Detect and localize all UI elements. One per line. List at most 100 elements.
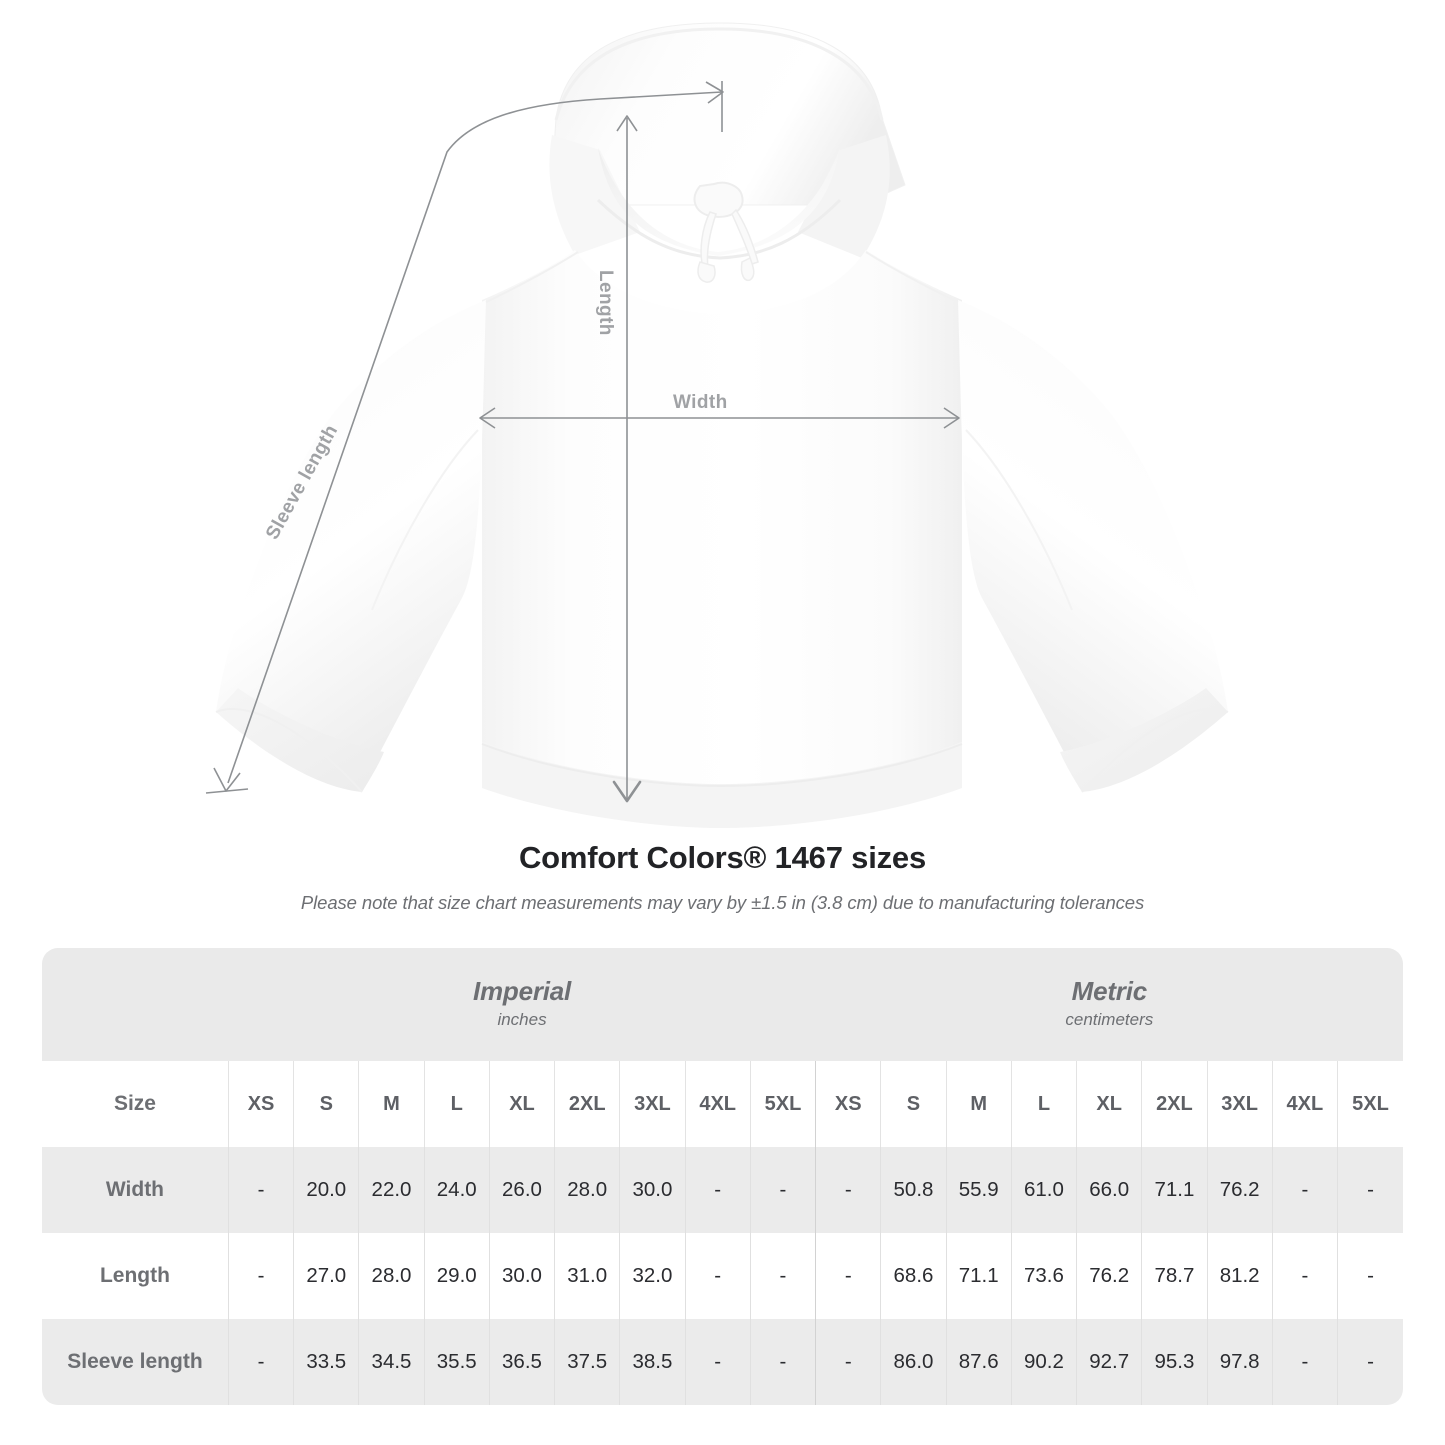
cell-imperial-length-2xl: 31.0: [554, 1233, 620, 1319]
cell-imperial-sleeve-length-3xl: 38.5: [619, 1319, 686, 1405]
cell-metric-sleeve-length-4xl: -: [1271, 1319, 1338, 1405]
cell-metric-width-4xl: -: [1271, 1147, 1338, 1233]
size-column-header-metric-4xl: 4XL: [1271, 1061, 1338, 1147]
unit-group-name: Imperial: [472, 975, 572, 1006]
row-label-sleeve-length: Sleeve length: [42, 1319, 229, 1405]
row-label-width: Width: [42, 1147, 229, 1233]
size-column-header-metric-2xl: 2XL: [1141, 1061, 1208, 1147]
cell-imperial-sleeve-length-2xl: 37.5: [554, 1319, 620, 1405]
cell-metric-width-xs: -: [815, 1147, 881, 1233]
length-label: Length: [595, 270, 616, 336]
cell-imperial-width-m: 22.0: [358, 1147, 425, 1233]
cell-imperial-length-xs: -: [227, 1233, 294, 1319]
unit-group-sub: inches: [497, 1010, 547, 1030]
cell-imperial-width-5xl: -: [749, 1147, 816, 1233]
cell-metric-width-xl: 66.0: [1076, 1147, 1142, 1233]
cell-metric-length-xs: -: [815, 1233, 881, 1319]
cell-metric-width-2xl: 71.1: [1141, 1147, 1208, 1233]
cell-imperial-width-2xl: 28.0: [554, 1147, 620, 1233]
cell-imperial-sleeve-length-xl: 36.5: [488, 1319, 555, 1405]
table-row: Width -20.0 22.0 24.0 26.0 28.0 30.0- - -50.8 55.…: [42, 1147, 1403, 1233]
cell-metric-length-xl: 76.2: [1076, 1233, 1142, 1319]
unit-band-spacer: [42, 948, 229, 1061]
size-column-header-metric-xs: XS: [815, 1061, 881, 1147]
table-row: Length -27.0 28.0 29.0 30.0 31.0 32.0- - -68.6 71…: [42, 1233, 1403, 1319]
cell-imperial-sleeve-length-xs: -: [227, 1319, 294, 1405]
cell-metric-length-4xl: -: [1271, 1233, 1338, 1319]
cell-imperial-length-l: 29.0: [423, 1233, 490, 1319]
size-column-header-metric-3xl: 3XL: [1206, 1061, 1273, 1147]
unit-group-sub: centimeters: [1065, 1010, 1154, 1030]
cell-imperial-width-s: 20.0: [293, 1147, 359, 1233]
unit-group-imperial: Imperial inches: [228, 948, 816, 1061]
table-row: Sleeve length -33.5 34.5 35.5 36.5 37.5 38.5- -…: [42, 1319, 1403, 1405]
cell-metric-length-2xl: 78.7: [1141, 1233, 1208, 1319]
cell-imperial-sleeve-length-l: 35.5: [423, 1319, 490, 1405]
cell-metric-length-3xl: 81.2: [1206, 1233, 1273, 1319]
cell-imperial-width-4xl: -: [684, 1147, 751, 1233]
cell-metric-sleeve-length-xl: 92.7: [1076, 1319, 1142, 1405]
size-column-header-imperial-4xl: 4XL: [684, 1061, 751, 1147]
size-header-label: Size: [42, 1061, 229, 1147]
unit-band-row: Imperial inches Metric centimeters: [42, 948, 1403, 1061]
size-column-header-metric-s: S: [880, 1061, 947, 1147]
length-measure-line: [612, 115, 642, 803]
size-column-header-imperial-xl: XL: [488, 1061, 555, 1147]
cell-imperial-length-s: 27.0: [293, 1233, 359, 1319]
cell-imperial-sleeve-length-4xl: -: [684, 1319, 751, 1405]
cell-imperial-length-5xl: -: [749, 1233, 816, 1319]
size-column-header-imperial-xs: XS: [227, 1061, 294, 1147]
width-label: Width: [673, 392, 728, 413]
sleeve-measure-line: [205, 81, 724, 794]
width-measure-line: [479, 407, 960, 429]
size-column-header-metric-xl: XL: [1076, 1061, 1142, 1147]
cell-imperial-length-4xl: -: [684, 1233, 751, 1319]
drawstring: [693, 181, 759, 283]
size-column-header-imperial-3xl: 3XL: [619, 1061, 686, 1147]
cell-imperial-sleeve-length-s: 33.5: [293, 1319, 359, 1405]
row-label-length: Length: [42, 1233, 229, 1319]
cell-metric-sleeve-length-s: 86.0: [880, 1319, 947, 1405]
cell-imperial-width-xs: -: [227, 1147, 294, 1233]
cell-metric-length-l: 73.6: [1010, 1233, 1077, 1319]
size-header-row: Size XS S M L XL 2XL 3XL 4XL 5XL XS S M L XL 2XL 3XL 4XL 5…: [42, 1061, 1403, 1147]
tolerance-note: Please note that size chart measurements…: [300, 892, 1145, 913]
cell-imperial-width-3xl: 30.0: [619, 1147, 686, 1233]
cell-metric-sleeve-length-3xl: 97.8: [1206, 1319, 1273, 1405]
cell-imperial-width-l: 24.0: [423, 1147, 490, 1233]
size-column-header-metric-m: M: [945, 1061, 1012, 1147]
unit-group-metric: Metric centimeters: [815, 948, 1403, 1061]
cell-metric-sleeve-length-5xl: -: [1337, 1319, 1403, 1405]
hoodie-drawing: [205, 22, 1229, 828]
cell-metric-width-5xl: -: [1337, 1147, 1403, 1233]
page-title: Comfort Colors® 1467 sizes: [519, 840, 926, 875]
cell-metric-sleeve-length-xs: -: [815, 1319, 881, 1405]
cell-metric-width-l: 61.0: [1010, 1147, 1077, 1233]
caption-block: Comfort Colors® 1467 sizes Please note t…: [0, 840, 1445, 914]
size-column-header-imperial-m: M: [358, 1061, 425, 1147]
size-chart-table: Imperial inches Metric centimeters Size XS S M L…: [42, 948, 1403, 1405]
size-column-header-imperial-l: L: [423, 1061, 490, 1147]
cell-metric-sleeve-length-m: 87.6: [945, 1319, 1012, 1405]
cell-metric-length-5xl: -: [1337, 1233, 1403, 1319]
size-column-header-imperial-2xl: 2XL: [554, 1061, 620, 1147]
cell-metric-sleeve-length-l: 90.2: [1010, 1319, 1077, 1405]
cell-metric-width-3xl: 76.2: [1206, 1147, 1273, 1233]
cell-imperial-sleeve-length-5xl: -: [749, 1319, 816, 1405]
measurement-lines: [205, 81, 960, 803]
size-column-header-imperial-s: S: [293, 1061, 359, 1147]
cell-metric-width-m: 55.9: [945, 1147, 1012, 1233]
cell-imperial-width-xl: 26.0: [488, 1147, 555, 1233]
cell-metric-sleeve-length-2xl: 95.3: [1141, 1319, 1208, 1405]
size-column-header-metric-5xl: 5XL: [1337, 1061, 1403, 1147]
size-column-header-metric-l: L: [1010, 1061, 1077, 1147]
cell-imperial-sleeve-length-m: 34.5: [358, 1319, 425, 1405]
cell-imperial-length-xl: 30.0: [488, 1233, 555, 1319]
cell-metric-length-s: 68.6: [880, 1233, 947, 1319]
size-column-header-imperial-5xl: 5XL: [749, 1061, 816, 1147]
cell-metric-width-s: 50.8: [880, 1147, 947, 1233]
cell-imperial-length-m: 28.0: [358, 1233, 425, 1319]
cell-imperial-length-3xl: 32.0: [619, 1233, 686, 1319]
size-table: Imperial inches Metric centimeters Size XS S M L…: [42, 948, 1403, 1405]
hoodie-body-shapes: [215, 22, 1229, 828]
